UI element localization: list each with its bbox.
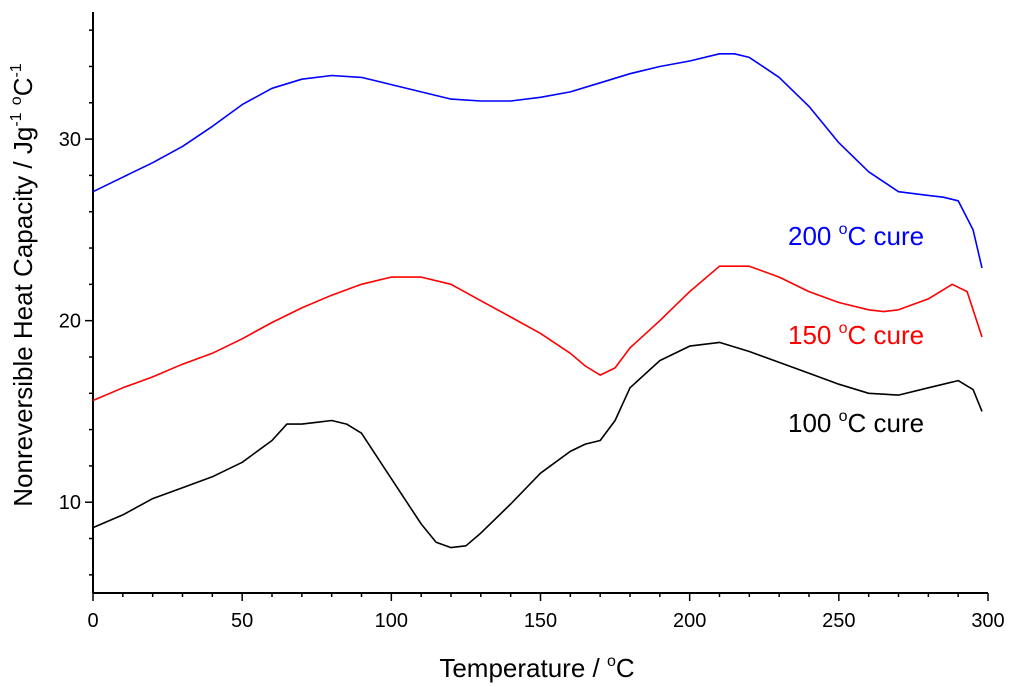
x-axis-ticks: 0 50 100 150 200 250 300 [87,593,1005,632]
y-tick-label: 30 [59,129,81,151]
x-tick-label: 0 [87,610,98,632]
series-lines [92,53,983,549]
series-line-200 [92,53,983,269]
x-axis-title: Temperature / oC [439,653,634,683]
series-label-150: 150 oC cure [788,320,924,350]
x-tick-label: 50 [231,610,253,632]
series-labels: 200 oC cure 150 oC cure 100 oC cure [788,221,924,438]
series-line-150 [92,265,983,402]
y-tick-label: 10 [59,492,81,514]
y-axis-title: Nonreversible Heat Capacity / Jg-1 oC-1 [8,63,38,507]
series-label-200: 200 oC cure [788,221,924,251]
x-tick-label: 250 [822,610,855,632]
x-tick-label: 300 [971,610,1004,632]
y-tick-label: 20 [59,311,81,333]
series-label-100: 100 oC cure [788,408,924,438]
series-line-100 [92,341,983,549]
x-tick-label: 150 [524,610,557,632]
y-axis-ticks: 10 20 30 [59,29,93,576]
x-tick-label: 200 [673,610,706,632]
axes [92,12,988,594]
x-tick-label: 100 [375,610,408,632]
